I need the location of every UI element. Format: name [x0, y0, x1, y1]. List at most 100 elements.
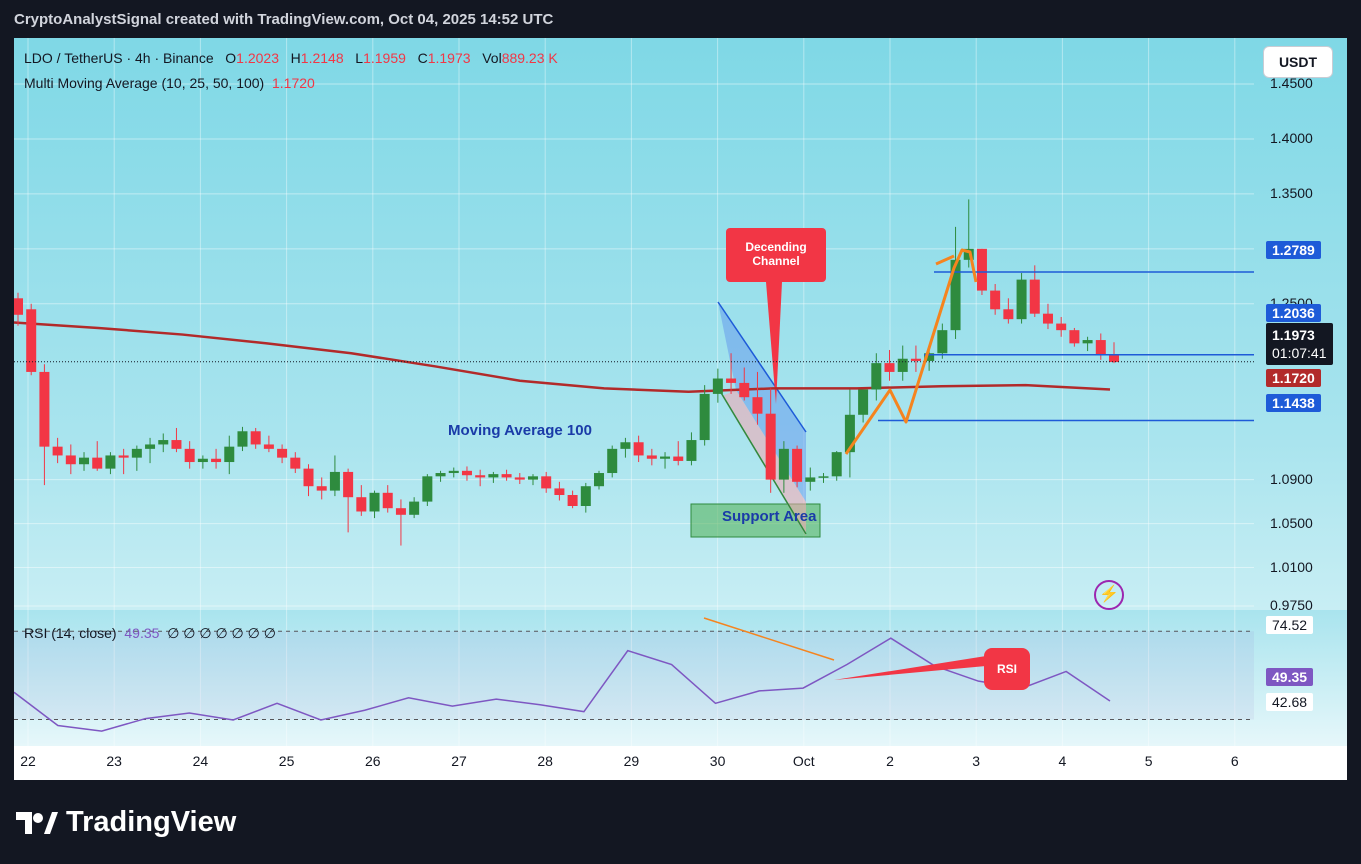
candle-body [501, 474, 512, 478]
rsi-band [14, 631, 1254, 720]
candle-body [197, 458, 208, 463]
candle-body [831, 452, 842, 477]
candle-body [990, 290, 1001, 310]
candle-body [237, 431, 248, 447]
lightning-icon[interactable]: ⚡ [1094, 580, 1124, 610]
candle-body [699, 393, 710, 441]
ma100-line [14, 321, 1111, 393]
open-label: O [225, 50, 237, 66]
close-value: 1.1973 [427, 50, 471, 66]
countdown: 01:07:41 [1272, 345, 1327, 361]
candle-body [765, 413, 776, 480]
chart-frame[interactable]: LDO / TetherUS · 4h · Binance O1.2023 H1… [14, 38, 1347, 780]
candle-body [580, 486, 591, 506]
candle-body [369, 492, 380, 512]
candle-body [897, 358, 908, 372]
candle-body [884, 363, 895, 372]
candle-body [171, 440, 182, 449]
candle-body [963, 248, 974, 260]
candle-body [541, 476, 552, 489]
channel-lower-line [719, 390, 807, 535]
time-axis [14, 746, 1347, 780]
symbol-name[interactable]: LDO / TetherUS · 4h · Binance [24, 50, 214, 66]
low-label: L [355, 50, 364, 66]
rsi-callout-pointer [834, 656, 986, 680]
tradingview-logo-icon [16, 811, 58, 834]
time-tick-label: 4 [1058, 753, 1067, 769]
ma-legend[interactable]: Multi Moving Average (10, 25, 50, 100) 1… [24, 75, 315, 91]
time-tick-label: 30 [709, 753, 726, 769]
candle-body [778, 448, 789, 480]
low-value: 1.1959 [363, 50, 406, 66]
support-price-label: 1.1438 [1266, 394, 1321, 412]
candle-body [1029, 279, 1040, 314]
candle-body [910, 358, 921, 361]
currency-button[interactable]: USDT [1263, 46, 1333, 78]
candle-body [858, 389, 869, 415]
rsi-high-label: 74.52 [1266, 616, 1314, 634]
channel-callout-pointer [766, 282, 782, 404]
time-tick-label: 22 [20, 753, 36, 769]
candle-body [448, 470, 459, 474]
candle-body [1095, 340, 1106, 355]
candle-body [356, 497, 367, 512]
candle-body [184, 448, 195, 463]
candle-body [726, 378, 737, 383]
rsi-divergence-line [703, 617, 835, 661]
support-annotation: Support Area [722, 508, 817, 525]
candle-body [805, 477, 816, 482]
high-label: H [290, 50, 301, 66]
resistance-price-label: 1.2789 [1266, 241, 1321, 259]
price-tick-label: 1.3500 [1270, 184, 1313, 201]
candle-body [1016, 279, 1027, 320]
candle-body [145, 444, 156, 449]
projection-arrow [935, 254, 955, 266]
candle-body [739, 382, 750, 398]
candle-body [343, 471, 354, 498]
time-tick-label: 26 [365, 753, 381, 769]
candle-body [65, 455, 76, 465]
ma100-annotation: Moving Average 100 [448, 422, 592, 439]
chart-header: CryptoAnalystSignal created with Trading… [14, 11, 554, 28]
time-tick-label: 23 [106, 753, 122, 769]
candle-body [118, 455, 129, 458]
candle-body [871, 363, 882, 390]
candle-body [792, 448, 803, 482]
candle-body [92, 457, 103, 469]
channel-callout: Decending Channel [726, 228, 826, 282]
chart-svg [14, 38, 1254, 746]
candle-body [475, 475, 486, 478]
time-tick-label: 2 [886, 753, 894, 769]
time-tick-label: Oct [792, 753, 815, 769]
rsi-label: RSI (14, close) [24, 625, 117, 641]
candle-body [39, 371, 50, 447]
time-tick-label: 28 [537, 753, 553, 769]
close-label: C [417, 50, 428, 66]
candle-body [950, 259, 961, 331]
candle-body [673, 456, 684, 461]
current-price: 1.1973 [1272, 327, 1315, 343]
candle-body [1069, 330, 1080, 344]
candle-body [924, 353, 935, 361]
candle-body [1056, 323, 1067, 331]
volume-label: Vol [482, 50, 502, 66]
candle-body [303, 468, 314, 487]
tradingview-logo[interactable]: TradingView [16, 806, 236, 839]
projection-path [844, 248, 978, 455]
open-value: 1.2023 [236, 50, 279, 66]
price-tick-label: 1.4000 [1270, 129, 1313, 146]
time-tick-label: 3 [972, 753, 981, 769]
symbol-legend: LDO / TetherUS · 4h · Binance O1.2023 H1… [24, 50, 558, 66]
candle-body [461, 470, 472, 476]
candle-body [937, 330, 948, 354]
time-tick-label: 6 [1230, 753, 1239, 769]
candle-body [844, 414, 855, 453]
time-tick-label: 27 [451, 753, 467, 769]
rsi-legend[interactable]: RSI (14, close) 49.35 ∅ ∅ ∅ ∅ ∅ ∅ ∅ [24, 625, 276, 642]
candle-body [607, 448, 618, 474]
high-value: 1.2148 [300, 50, 344, 66]
candle-body [554, 488, 565, 496]
candle-body [712, 378, 723, 394]
level2-price-label: 1.2036 [1266, 304, 1321, 322]
candle-body [131, 448, 142, 458]
